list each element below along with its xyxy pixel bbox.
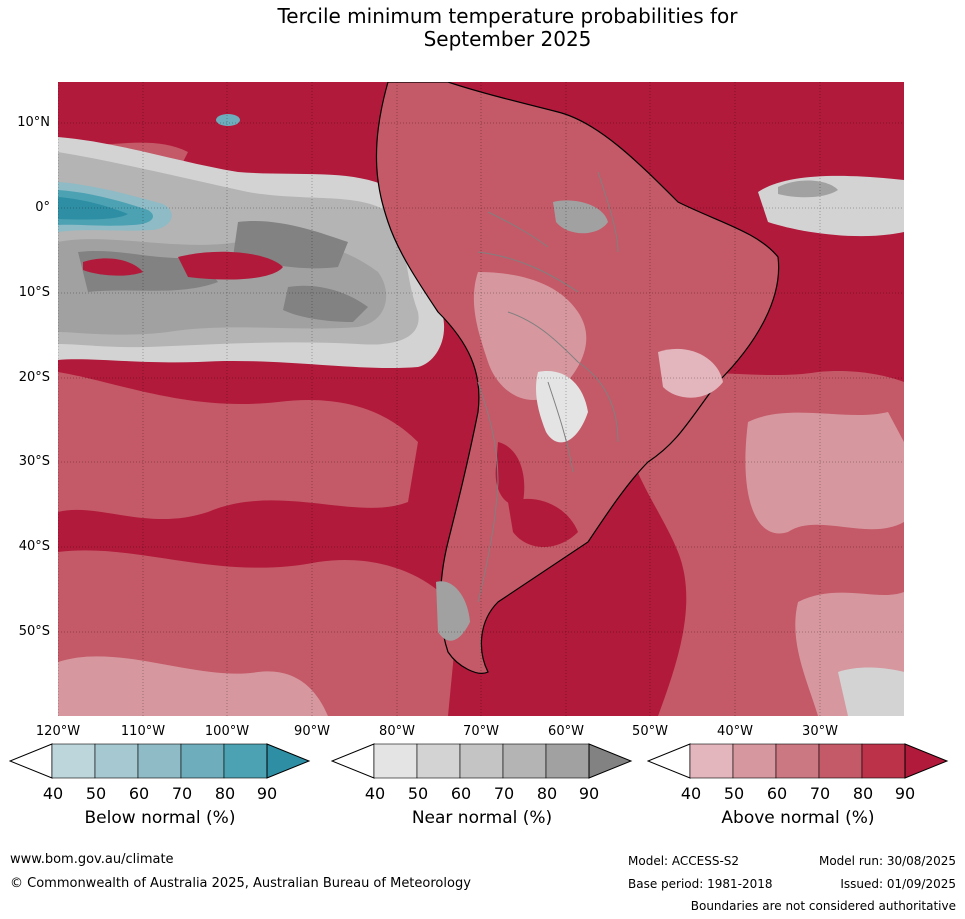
below-swatch-60 <box>137 743 182 779</box>
model-run-text: Model run: 30/08/2025 <box>818 854 956 868</box>
near-swatch-70 <box>502 743 547 779</box>
lat-label-10s: 10°S <box>18 285 50 300</box>
below-swatch-50 <box>94 743 139 779</box>
colorbar-near-normal-swatches <box>330 743 633 779</box>
model-text: Model: ACCESS-S2 <box>628 854 740 868</box>
lat-label-40s: 40°S <box>18 539 50 554</box>
above-normal-light-patches <box>58 412 904 716</box>
lon-label-60w: 60°W <box>548 724 584 739</box>
above-tick-40: 40 <box>680 784 702 803</box>
lon-label-70w: 70°W <box>463 724 499 739</box>
near-swatch-50 <box>416 743 461 779</box>
above-tick-70: 70 <box>809 784 831 803</box>
above-swatch-min <box>646 743 691 779</box>
above-swatch-50 <box>732 743 777 779</box>
lon-label-80w: 80°W <box>379 724 415 739</box>
near-normal-atlantic <box>758 175 904 716</box>
near-swatch-40 <box>373 743 418 779</box>
colorbar-above-normal-swatches <box>646 743 949 779</box>
colorbar-near-normal <box>330 743 633 783</box>
near-tick-40: 40 <box>364 784 386 803</box>
near-swatch-80 <box>545 743 590 779</box>
above-swatch-40 <box>689 743 734 779</box>
disclaimer-text: Boundaries are not considered authoritat… <box>690 899 956 913</box>
below-swatch-80 <box>223 743 268 779</box>
lon-label-90w: 90°W <box>294 724 330 739</box>
map-canvas <box>58 82 904 716</box>
above-swatch-60 <box>775 743 820 779</box>
above-swatch-80 <box>861 743 906 779</box>
near-tick-50: 50 <box>407 784 429 803</box>
country-borders <box>477 171 619 603</box>
near-tick-60: 60 <box>450 784 472 803</box>
lat-label-20s: 20°S <box>18 370 50 385</box>
above-tick-90: 90 <box>894 784 916 803</box>
above-tick-50: 50 <box>723 784 745 803</box>
title-line-2: September 2025 <box>423 27 592 51</box>
above-tick-60: 60 <box>766 784 788 803</box>
below-swatch-40 <box>51 743 96 779</box>
below-tick-90: 90 <box>256 784 278 803</box>
above-tick-80: 80 <box>852 784 874 803</box>
lat-label-0: 0° <box>35 200 50 215</box>
lat-label-10n: 10°N <box>17 115 50 130</box>
title-line-1: Tercile minimum temperature probabilitie… <box>277 4 738 28</box>
forecast-map <box>58 82 904 716</box>
colorbar-below-normal <box>8 743 311 783</box>
above-swatch-70 <box>818 743 863 779</box>
lon-label-120w: 120°W <box>35 724 81 739</box>
base-period-text: Base period: 1981-2018 <box>628 877 773 891</box>
above-normal-pacific-cutouts <box>83 82 358 280</box>
lon-label-30w: 30°W <box>802 724 838 739</box>
colorbar-below-normal-swatches <box>8 743 311 779</box>
map-title: Tercile minimum temperature probabilitie… <box>0 5 965 51</box>
colorbar-above-title: Above normal (%) <box>721 808 875 828</box>
below-tick-40: 40 <box>42 784 64 803</box>
colorbar-above-normal <box>646 743 949 783</box>
near-tick-70: 70 <box>493 784 515 803</box>
lon-label-110w: 110°W <box>120 724 166 739</box>
issued-text: Issued: 01/09/2025 <box>840 877 956 891</box>
continent-south-america <box>375 82 780 674</box>
colorbar-near-title: Near normal (%) <box>411 808 553 828</box>
lon-label-100w: 100°W <box>204 724 250 739</box>
below-tick-50: 50 <box>85 784 107 803</box>
below-swatch-min <box>8 743 53 779</box>
below-normal-pacific <box>58 114 478 639</box>
lat-label-50s: 50°S <box>18 624 50 639</box>
below-tick-60: 60 <box>128 784 150 803</box>
below-swatch-90 <box>266 743 311 779</box>
below-tick-80: 80 <box>214 784 236 803</box>
lon-label-50w: 50°W <box>632 724 668 739</box>
near-tick-80: 80 <box>536 784 558 803</box>
near-tick-90: 90 <box>578 784 600 803</box>
below-swatch-70 <box>180 743 225 779</box>
lat-label-30s: 30°S <box>18 454 50 469</box>
lon-label-40w: 40°W <box>717 724 753 739</box>
above-swatch-90 <box>904 743 949 779</box>
below-tick-70: 70 <box>171 784 193 803</box>
near-swatch-90 <box>588 743 633 779</box>
website-url: www.bom.gov.au/climate <box>10 852 174 867</box>
colorbar-below-title: Below normal (%) <box>84 808 236 828</box>
near-swatch-min <box>330 743 375 779</box>
graticule <box>58 82 904 716</box>
copyright-text: © Commonwealth of Australia 2025, Austra… <box>10 876 471 891</box>
near-swatch-60 <box>459 743 504 779</box>
